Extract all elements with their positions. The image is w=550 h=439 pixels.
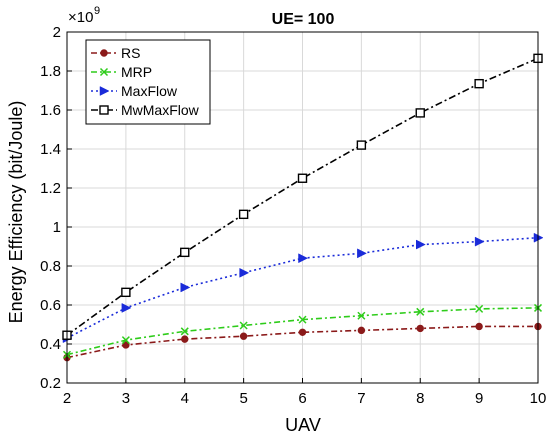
- data-point: [357, 326, 366, 335]
- legend-marker: [99, 67, 109, 77]
- data-point: [475, 304, 484, 313]
- data-point: [416, 324, 424, 333]
- data-point: [297, 173, 308, 183]
- legend-marker: [100, 49, 108, 57]
- y-multiplier: ×10 9: [68, 5, 100, 26]
- data-point: [415, 108, 425, 118]
- data-point: [357, 248, 367, 259]
- data-point: [474, 78, 484, 89]
- legend-marker: [99, 105, 109, 115]
- data-point: [121, 336, 130, 345]
- y-tick-label: 1.2: [40, 180, 61, 197]
- legend-label: MwMaxFlow: [121, 102, 200, 118]
- x-tick-label: 3: [122, 390, 130, 407]
- legend-label: MaxFlow: [121, 83, 178, 99]
- x-tick-label: 10: [530, 390, 547, 407]
- data-point: [180, 282, 191, 293]
- y-tick-label: 1.4: [40, 141, 61, 158]
- y-multiplier-exponent: 9: [94, 5, 100, 17]
- y-tick-label: 0.2: [40, 375, 61, 392]
- y-tick-label: 1.8: [40, 63, 61, 80]
- legend-label: MRP: [121, 64, 152, 80]
- x-tick-label: 8: [416, 390, 424, 407]
- data-point: [416, 239, 426, 250]
- data-point: [298, 315, 307, 324]
- y-tick-label: 2: [53, 24, 61, 41]
- series-rs: [63, 322, 542, 362]
- legend-marker: [99, 86, 110, 96]
- series-line: [66, 325, 538, 359]
- y-tick-label: 1.6: [40, 102, 61, 119]
- y-multiplier-base: ×10: [68, 9, 93, 26]
- y-tick-label: 0.6: [40, 297, 61, 314]
- legend-item: MwMaxFlow: [91, 102, 200, 118]
- data-point: [416, 307, 425, 316]
- legend-item: RS: [91, 45, 140, 61]
- y-axis-label: Energy Efficiency (bit/Joule): [6, 101, 26, 324]
- data-point: [356, 140, 367, 150]
- x-tick-label: 7: [357, 390, 365, 407]
- chart-title: UE= 100: [272, 11, 335, 28]
- data-point: [239, 321, 248, 330]
- y-tick-label: 0.8: [40, 258, 61, 275]
- y-tick-label: 0.4: [40, 336, 61, 353]
- data-point: [298, 253, 309, 264]
- data-point: [121, 303, 132, 313]
- x-tick-label: 6: [298, 390, 306, 407]
- x-tick-label: 5: [239, 390, 247, 407]
- legend-item: MaxFlow: [91, 83, 178, 99]
- x-tick-label: 2: [63, 390, 71, 407]
- x-tick-label: 9: [475, 390, 483, 407]
- x-tick-label: 4: [181, 390, 189, 407]
- legend: RS MRP MaxFlow MwMaxFlow: [85, 39, 211, 125]
- series-layer: [62, 53, 544, 362]
- x-axis-label: UAV: [285, 415, 321, 435]
- y-axis-ticks: 0.2 0.4 0.6 0.8 1 1.2 1.4 1.6 1.8 2: [40, 24, 72, 392]
- data-point: [357, 311, 366, 320]
- data-point: [121, 287, 131, 298]
- data-point: [298, 328, 307, 336]
- series-line: [66, 236, 539, 339]
- data-point: [181, 335, 189, 343]
- data-point: [122, 341, 130, 349]
- data-point: [180, 327, 189, 336]
- data-point: [474, 236, 485, 247]
- legend-item: MRP: [91, 64, 152, 80]
- y-tick-label: 1: [53, 219, 61, 236]
- data-point: [239, 332, 248, 340]
- grid-lines: [66, 31, 539, 384]
- legend-label: RS: [121, 45, 140, 61]
- data-point: [180, 247, 190, 258]
- series-line: [66, 57, 539, 336]
- x-axis-ticks: 2 3 4 5 6 7 8 9 10: [63, 378, 547, 407]
- data-point: [238, 209, 249, 220]
- data-point: [475, 322, 483, 331]
- data-point: [239, 267, 250, 278]
